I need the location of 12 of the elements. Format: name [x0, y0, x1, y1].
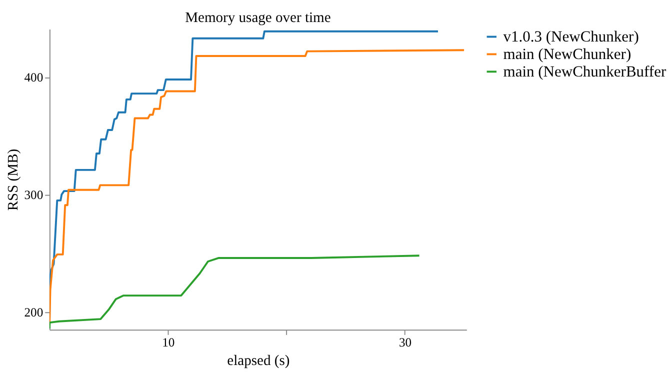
x-tick-label: 10: [162, 336, 175, 350]
legend-label: main (NewChunkerBuffer: [503, 64, 667, 81]
y-tick-label: 200: [24, 305, 44, 320]
legend-label: main (NewChunker): [503, 46, 632, 64]
y-axis-title: RSS (MB): [5, 148, 22, 211]
y-tick-label: 300: [24, 188, 44, 202]
line-series: [49, 254, 420, 330]
legend-label: v1.0.3 (NewChunker): [503, 28, 639, 46]
y-tick-label: 400: [24, 70, 44, 85]
x-tick-label: 30: [399, 336, 412, 350]
chart-title: Memory usage over time: [185, 10, 331, 26]
x-axis-title: elapsed (s): [227, 353, 290, 369]
